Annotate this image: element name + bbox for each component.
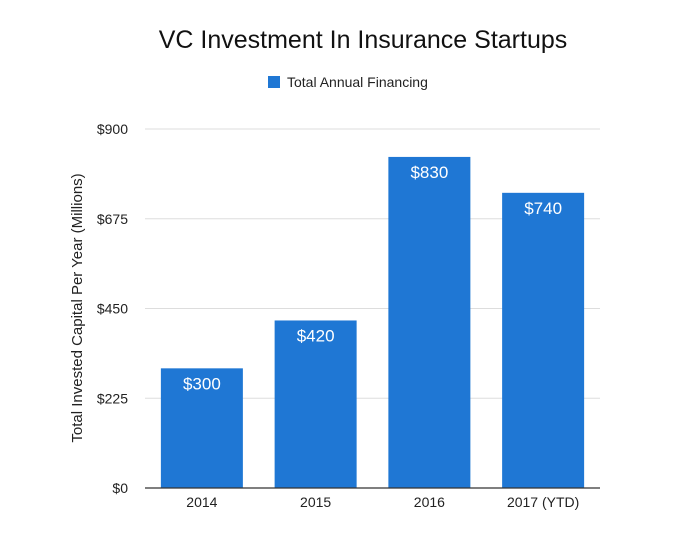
y-tick-label: $675 <box>97 211 128 227</box>
y-tick-label: $225 <box>97 390 128 406</box>
data-label: $740 <box>524 199 562 218</box>
data-label: $420 <box>297 326 335 345</box>
legend-swatch <box>268 76 280 88</box>
bar-2014 <box>160 368 243 488</box>
bar-2016 <box>388 156 471 488</box>
x-axis-ticks: 2014 2015 2016 2017 (YTD) <box>186 494 579 510</box>
chart-title: VC Investment In Insurance Startups <box>159 26 568 54</box>
y-axis-ticks: $0 $225 $450 $675 $900 <box>97 121 128 496</box>
data-label: $830 <box>410 163 448 182</box>
x-tick-label: 2014 <box>186 494 217 510</box>
x-tick-label: 2017 (YTD) <box>507 494 579 510</box>
legend: Total Annual Financing <box>268 74 428 90</box>
data-label: $300 <box>183 374 221 393</box>
y-tick-label: $450 <box>97 301 128 317</box>
bars <box>160 156 585 489</box>
bar-2017-ytd <box>502 192 585 489</box>
data-labels: $300 $420 $830 $740 <box>183 163 562 393</box>
x-tick-label: 2016 <box>414 494 445 510</box>
bar-2015 <box>274 320 357 488</box>
legend-label: Total Annual Financing <box>287 74 428 90</box>
y-tick-label: $0 <box>112 480 128 496</box>
x-tick-label: 2015 <box>300 494 331 510</box>
y-axis-title: Total Invested Capital Per Year (Million… <box>69 173 86 442</box>
y-tick-label: $900 <box>97 121 128 137</box>
